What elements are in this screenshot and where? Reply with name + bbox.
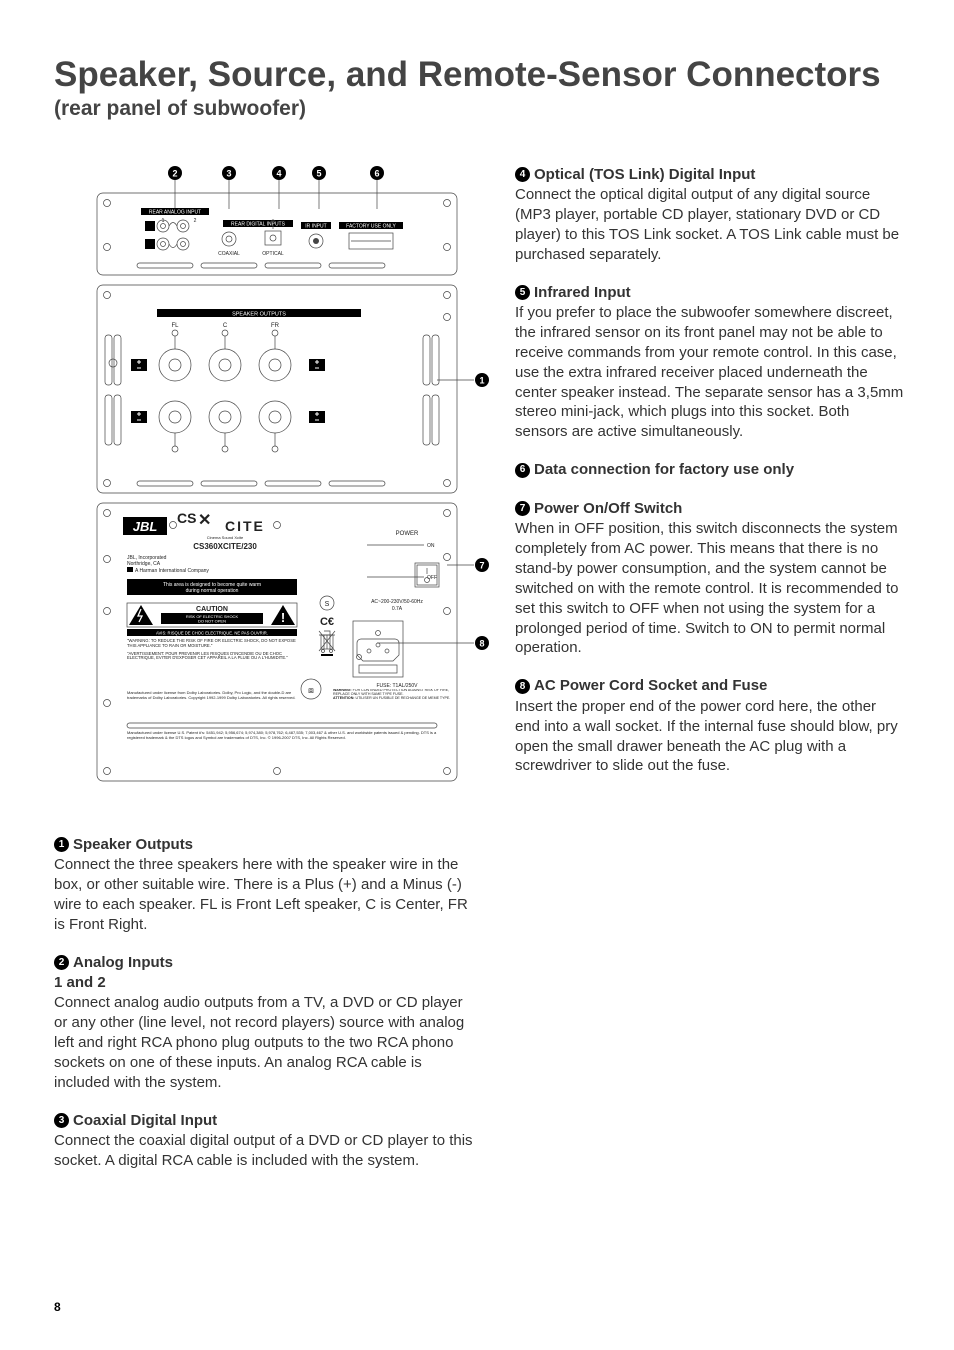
section-optical: 4 Optical (TOS Link) Digital Input Conne… xyxy=(515,165,904,265)
svg-text:7: 7 xyxy=(479,560,484,570)
badge-4: 4 xyxy=(515,167,530,182)
svg-text:REAR ANALOG INPUT: REAR ANALOG INPUT xyxy=(148,209,200,215)
svg-text:Northridge, CA: Northridge, CA xyxy=(127,561,161,567)
section-power: 7 Power On/Off Switch When in OFF positi… xyxy=(515,499,904,659)
badge-2: 2 xyxy=(54,955,69,970)
page-number: 8 xyxy=(54,1300,61,1314)
svg-text:S: S xyxy=(324,601,329,608)
svg-text:⧈: ⧈ xyxy=(308,685,314,695)
svg-text:CAUTION: CAUTION xyxy=(196,606,228,613)
page-title: Speaker, Source, and Remote-Sensor Conne… xyxy=(54,56,904,95)
section-coaxial: 3 Coaxial Digital Input Connect the coax… xyxy=(54,1111,479,1171)
svg-text:2: 2 xyxy=(172,168,177,178)
svg-text:A Harman International Company: A Harman International Company xyxy=(135,568,209,574)
body-speaker-outputs: Connect the three speakers here with the… xyxy=(54,855,479,935)
badge-5: 5 xyxy=(515,285,530,300)
heading-optical: Optical (TOS Link) Digital Input xyxy=(534,165,755,185)
svg-text:SPEAKER OUTPUTS: SPEAKER OUTPUTS xyxy=(232,311,286,317)
heading-power: Power On/Off Switch xyxy=(534,499,682,519)
heading-ac-power: AC Power Cord Socket and Fuse xyxy=(534,676,767,696)
body-coaxial: Connect the coaxial digital output of a … xyxy=(54,1131,479,1171)
svg-text:FACTORY USE ONLY: FACTORY USE ONLY xyxy=(346,223,396,229)
svg-text:3: 3 xyxy=(226,168,231,178)
svg-text:0.7A: 0.7A xyxy=(391,606,402,612)
body-ac-power: Insert the proper end of the power cord … xyxy=(515,697,904,777)
svg-text:Cinema Sound Xcite: Cinema Sound Xcite xyxy=(206,535,243,540)
heading-speaker-outputs: Speaker Outputs xyxy=(73,835,193,855)
section-speaker-outputs: 1 Speaker Outputs Connect the three spea… xyxy=(54,835,479,935)
svg-text:DO NOT OPEN: DO NOT OPEN xyxy=(198,618,226,623)
diagram-svg: 2 3 4 5 6 1 7 8 REAR ANALOG INPUT 1 2 xyxy=(97,165,497,805)
svg-text:ON: ON xyxy=(427,543,435,549)
body-optical: Connect the optical digital output of an… xyxy=(515,185,904,265)
body-infrared: If you prefer to place the subwoofer som… xyxy=(515,303,904,443)
heading-analog-inputs: Analog Inputs xyxy=(73,953,173,973)
svg-text:COAXIAL: COAXIAL xyxy=(218,251,240,257)
heading-infrared: Infrared Input xyxy=(534,283,631,303)
svg-text:✕: ✕ xyxy=(198,512,211,529)
section-infrared: 5 Infrared Input If you prefer to place … xyxy=(515,283,904,443)
heading-coaxial: Coaxial Digital Input xyxy=(73,1111,217,1131)
section-analog-inputs: 2 Analog Inputs 1 and 2 Connect analog a… xyxy=(54,953,479,1093)
right-column: 4 Optical (TOS Link) Digital Input Conne… xyxy=(515,165,904,1189)
page-subtitle: (rear panel of subwoofer) xyxy=(54,97,904,121)
svg-text:1: 1 xyxy=(161,218,164,224)
body-power: When in OFF position, this switch discon… xyxy=(515,519,904,659)
badge-3: 3 xyxy=(54,1113,69,1128)
rear-panel-diagram: 2 3 4 5 6 1 7 8 REAR ANALOG INPUT 1 2 xyxy=(84,165,509,805)
svg-text:C: C xyxy=(222,323,227,329)
svg-text:during normal operation: during normal operation xyxy=(185,588,238,594)
svg-text:IR INPUT: IR INPUT xyxy=(305,223,326,229)
svg-text:AC~200-230V/50-60Hz: AC~200-230V/50-60Hz xyxy=(371,599,423,605)
content-columns: 2 3 4 5 6 1 7 8 REAR ANALOG INPUT 1 2 xyxy=(54,165,904,1189)
svg-text:FL: FL xyxy=(171,323,179,329)
svg-text:OPTICAL: OPTICAL xyxy=(262,251,284,257)
svg-text:6: 6 xyxy=(374,168,379,178)
svg-text:CS: CS xyxy=(177,510,196,526)
svg-text:CS360XCITE/230: CS360XCITE/230 xyxy=(193,542,257,551)
subhead-analog-inputs: 1 and 2 xyxy=(54,973,479,993)
svg-text:POWER: POWER xyxy=(395,531,418,537)
svg-text:AVIS: RISQUE DE CHOC ELECTRIQU: AVIS: RISQUE DE CHOC ELECTRIQUE. NE PAS … xyxy=(156,630,268,635)
svg-text:C€: C€ xyxy=(319,616,333,628)
svg-text:8: 8 xyxy=(479,638,484,648)
left-column: 23456 178 REAR ANALOG INPUT 1 2 xyxy=(54,165,479,1189)
badge-8: 8 xyxy=(515,679,530,694)
badge-6: 6 xyxy=(515,463,530,478)
body-analog-inputs: Connect analog audio outputs from a TV, … xyxy=(54,993,479,1093)
svg-text:1: 1 xyxy=(479,375,484,385)
svg-text:FR: FR xyxy=(271,323,280,329)
section-factory: 6 Data connection for factory use only xyxy=(515,460,904,480)
svg-text:4: 4 xyxy=(276,168,281,178)
badge-7: 7 xyxy=(515,501,530,516)
svg-text:!: ! xyxy=(280,610,284,625)
svg-text:2: 2 xyxy=(193,218,196,224)
heading-factory: Data connection for factory use only xyxy=(534,460,794,480)
svg-text:5: 5 xyxy=(316,168,321,178)
badge-1: 1 xyxy=(54,837,69,852)
svg-text:REAR DIGITAL INPUTS: REAR DIGITAL INPUTS xyxy=(231,221,286,227)
svg-text:CITE: CITE xyxy=(225,518,265,534)
svg-text:JBL: JBL xyxy=(132,519,157,534)
section-ac-power: 8 AC Power Cord Socket and Fuse Insert t… xyxy=(515,676,904,776)
